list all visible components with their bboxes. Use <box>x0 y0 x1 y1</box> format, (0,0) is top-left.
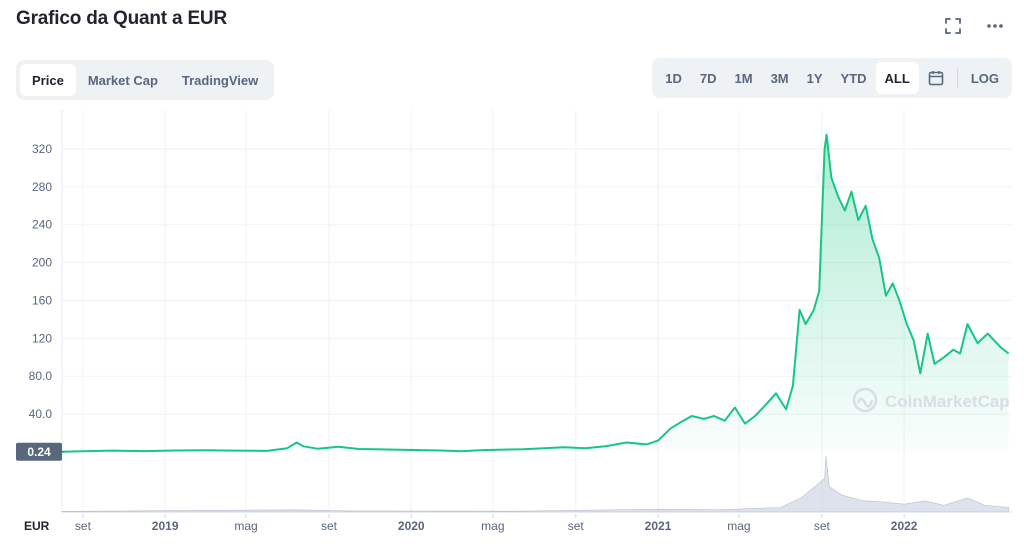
x-tick-label: 2020 <box>398 519 425 533</box>
range-divider <box>956 68 958 88</box>
tab-tradingview[interactable]: TradingView <box>181 72 259 88</box>
y-tick-label: 200 <box>32 256 52 270</box>
more-icon[interactable] <box>980 12 1010 40</box>
range-1d[interactable]: 1D <box>665 70 682 86</box>
chart-svg: CoinMarketCap 40.0 80.0 120 160 200 240 280 320… <box>16 110 1012 533</box>
range-1m[interactable]: 1M <box>734 70 753 86</box>
x-tick-label: mag <box>234 519 257 533</box>
log-toggle-button[interactable]: LOG <box>970 70 999 86</box>
tab-price[interactable]: Price <box>20 64 76 96</box>
x-tick-label: 2022 <box>891 519 918 533</box>
y-tick-label: 80.0 <box>29 369 53 383</box>
price-line <box>61 133 1010 453</box>
y-tick-label: 40.0 <box>29 407 53 421</box>
calendar-icon[interactable] <box>919 62 953 94</box>
x-tick-label: set <box>814 519 831 533</box>
y-tick-label: 320 <box>32 142 52 156</box>
range-3m[interactable]: 3M <box>770 70 789 86</box>
tab-market-cap[interactable]: Market Cap <box>87 72 158 88</box>
chart-type-tabs: Price Market Cap TradingView <box>16 60 275 100</box>
x-tick-label: set <box>321 519 338 533</box>
header-actions <box>938 12 1010 40</box>
x-tick-label: set <box>75 519 92 533</box>
x-tick-label: mag <box>481 519 504 533</box>
fullscreen-icon[interactable] <box>938 12 968 40</box>
price-tag-label: 0.24 <box>27 445 51 459</box>
price-tag <box>16 442 62 461</box>
range-1y[interactable]: 1Y <box>806 70 823 86</box>
y-tick-label: 280 <box>32 180 52 194</box>
watermark: CoinMarketCap <box>852 387 1010 413</box>
page-title: Grafico da Quant a EUR <box>16 8 227 29</box>
range-selector: 1D 7D 1M 3M 1Y YTD ALL LOG <box>652 58 1012 98</box>
watermark-text: CoinMarketCap <box>885 392 1010 411</box>
range-all[interactable]: ALL <box>875 62 919 94</box>
volume-area <box>61 455 1009 513</box>
x-tick-label: mag <box>727 519 750 533</box>
range-7d[interactable]: 7D <box>699 70 717 86</box>
range-ytd[interactable]: YTD <box>840 70 867 86</box>
x-tick-label: 2021 <box>645 519 672 533</box>
x-tick-label: set <box>568 519 585 533</box>
y-tick-label: 160 <box>32 293 52 307</box>
price-chart: CoinMarketCap 40.0 80.0 120 160 200 240 280 320… <box>0 110 1024 544</box>
y-tick-label: 120 <box>32 331 52 345</box>
y-tick-label: 240 <box>32 218 52 232</box>
currency-label: EUR <box>24 519 50 533</box>
x-tick-label: 2019 <box>152 519 179 533</box>
